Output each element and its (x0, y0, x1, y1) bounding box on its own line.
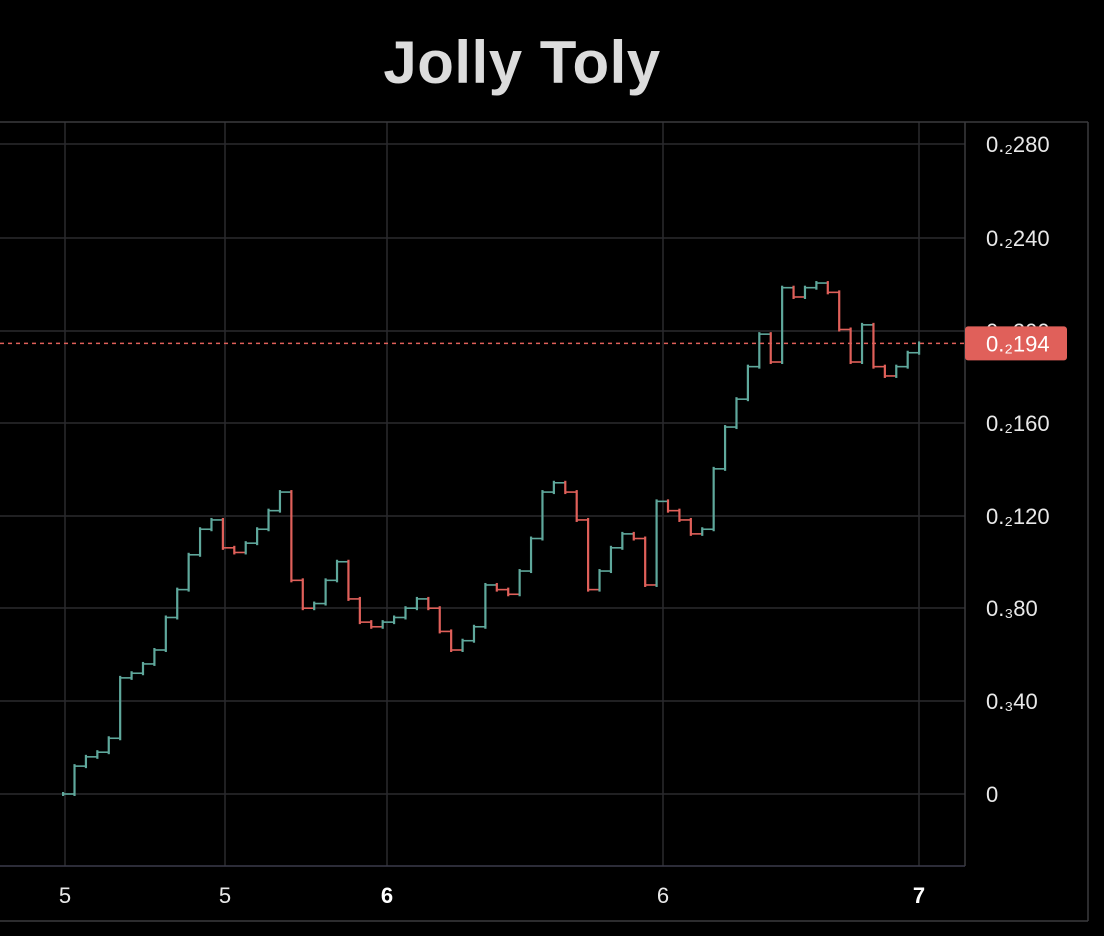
price-candle (769, 332, 772, 365)
y-tick-label: 0.₂240 (986, 226, 1050, 251)
price-candle (392, 615, 396, 625)
price-candle (575, 490, 578, 522)
price-candle (598, 569, 601, 592)
price-candle (244, 541, 247, 555)
x-tick-label: 6 (657, 883, 669, 908)
price-candle (381, 620, 384, 629)
price-candle (290, 490, 293, 583)
price-candle (666, 499, 670, 513)
x-tick-label: 6 (381, 883, 393, 908)
price-candle (746, 364, 749, 402)
chart-grid (0, 122, 965, 866)
price-candle (678, 508, 681, 522)
price-candle (198, 527, 202, 557)
price-candle (655, 499, 658, 587)
price-candle (826, 281, 829, 295)
price-candle (324, 578, 327, 606)
price-candle (541, 490, 544, 541)
price-candle (507, 587, 510, 597)
price-candle (518, 569, 521, 597)
price-candle (176, 587, 179, 620)
price-candle (153, 648, 156, 666)
price-candle (119, 675, 122, 741)
price-candle (472, 624, 476, 643)
price-series (62, 281, 921, 796)
chart-title: Jolly Toly (383, 29, 661, 96)
price-candle (164, 615, 167, 653)
price-candle (689, 517, 692, 536)
y-tick-label: 0.₂160 (986, 411, 1050, 436)
price-candle (267, 508, 270, 532)
price-candle (552, 480, 555, 495)
price-candle (415, 596, 419, 611)
price-candle (461, 638, 464, 653)
price-candle (187, 552, 190, 592)
price-tag-label: 0.₂194 (986, 331, 1050, 356)
price-candle (609, 545, 613, 574)
price-candle (815, 281, 818, 290)
y-tick-label: 0.₂120 (986, 504, 1050, 529)
price-candle (84, 754, 88, 769)
x-tick-label: 5 (59, 883, 71, 908)
price-candle (895, 364, 898, 378)
price-candle (632, 531, 635, 541)
price-candle (335, 559, 339, 583)
price-candle (278, 490, 282, 513)
price-candle (73, 764, 76, 796)
price-candle (872, 322, 875, 369)
price-candle (221, 517, 224, 550)
price-candle (781, 285, 784, 365)
chart-frame (0, 121, 1089, 922)
x-axis: 5 5 6 6 7 (59, 883, 925, 908)
y-tick-label: 0 (986, 782, 998, 807)
y-tick-label: 0.₂280 (986, 132, 1050, 157)
price-candle (860, 322, 864, 365)
price-tag-bg (965, 326, 1067, 361)
price-candle (803, 285, 807, 299)
price-candle (792, 285, 795, 299)
price-candle (256, 527, 259, 546)
price-candle (96, 750, 99, 759)
price-candle (644, 536, 647, 587)
price-candle (712, 466, 715, 532)
y-tick-label: 0.₃40 (986, 689, 1038, 714)
price-candle (404, 606, 407, 620)
price-candle (758, 332, 761, 369)
price-candle (495, 582, 498, 592)
price-candle (735, 397, 738, 430)
current-price-tag: 0.₂194 (965, 326, 1067, 361)
price-candle (438, 606, 441, 634)
price-candle (210, 517, 213, 532)
price-candle (906, 350, 909, 369)
price-candle (233, 545, 236, 555)
price-candle (450, 629, 453, 653)
price-candle (621, 531, 624, 550)
price-candle (484, 582, 487, 629)
price-candle (883, 364, 886, 378)
price-candle (529, 536, 533, 574)
price-candle (370, 620, 373, 629)
price-candle (427, 596, 430, 611)
price-candle (107, 736, 110, 755)
price-candle (301, 578, 304, 611)
price-candle (358, 596, 361, 625)
price-candle (141, 661, 145, 676)
price-candle (723, 425, 727, 471)
price-candle (130, 671, 133, 680)
x-tick-label: 7 (913, 883, 925, 908)
price-candle (838, 290, 841, 332)
y-tick-label: 0.₃80 (986, 596, 1038, 621)
y-axis: 0.₂2800.₂2400.₂2000.₂1600.₂1200.₃800.₃40… (986, 132, 1050, 807)
price-candle (564, 480, 567, 495)
price-candle (701, 527, 704, 536)
price-candle (587, 517, 590, 592)
price-candle (918, 341, 921, 355)
price-candle (347, 559, 350, 601)
price-candle (313, 601, 316, 611)
x-tick-label: 5 (219, 883, 231, 908)
price-candle (849, 327, 852, 365)
